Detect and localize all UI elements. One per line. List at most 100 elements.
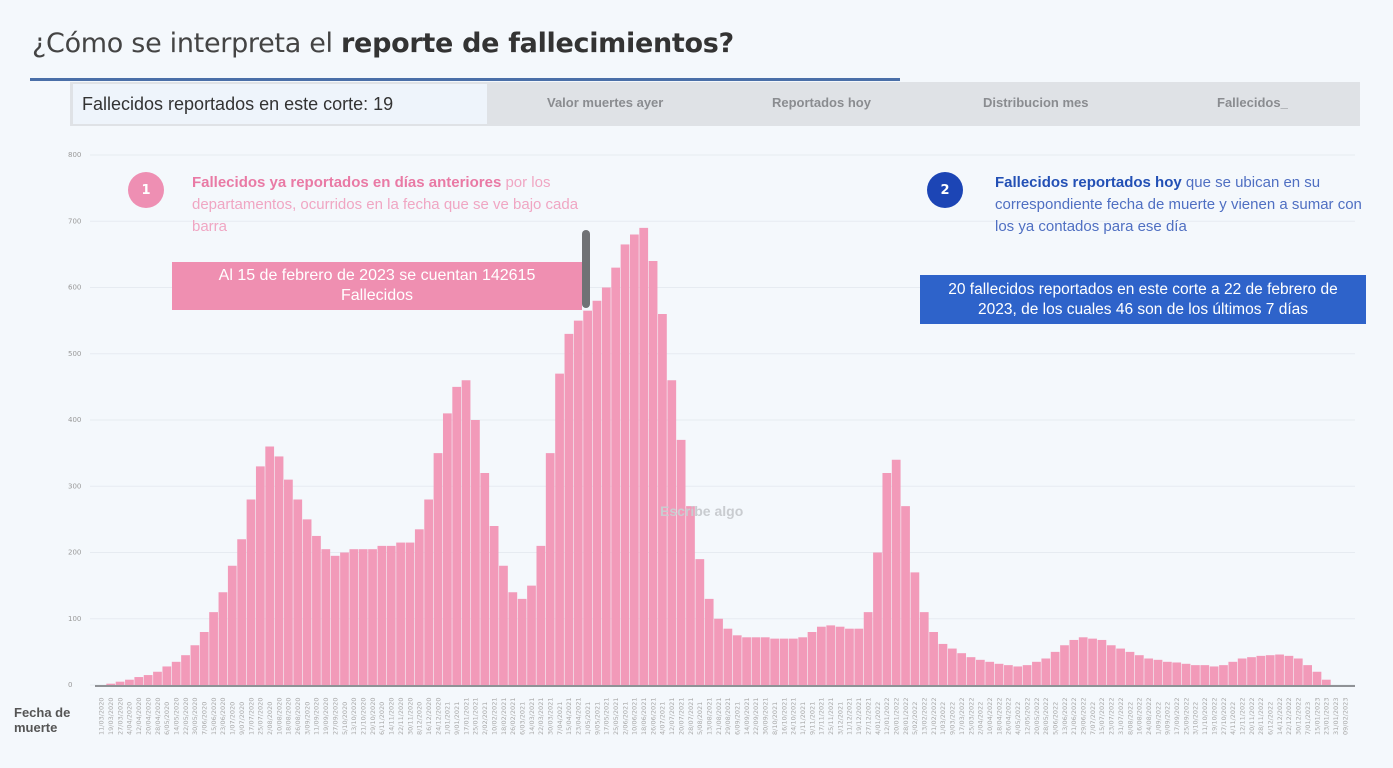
bar [265,446,275,685]
tab-distribucion-mes[interactable]: Distribucion mes [983,95,1089,110]
bar [573,320,583,685]
x-tick-label: 1/01/2021 [444,702,452,735]
y-tick-label: 800 [68,151,81,159]
bar [1200,665,1210,685]
x-tick-label: 8/10/2021 [771,702,779,735]
bar [1088,638,1097,685]
bar [489,526,499,685]
tab-fallecidos-corte[interactable]: Fallecidos reportados en este corte: 19 [73,84,487,124]
bar [667,380,677,685]
y-tick-label: 0 [68,681,72,689]
bar [1022,665,1032,685]
x-tick-label: 10/04/2022 [986,698,994,735]
bar [330,555,340,685]
drag-handle[interactable] [582,230,590,308]
bar [648,261,658,685]
x-tick-label: 5/06/2022 [1051,702,1059,735]
x-tick-label: 18/06/2021 [640,698,648,735]
bar [377,545,387,685]
x-tick-label: 4/04/2020 [126,702,134,735]
bar [966,657,976,685]
x-tick-label: 11/10/2022 [1201,698,1209,735]
x-tick-label: 1/05/2021 [584,702,592,735]
x-tick-label: 16/10/2021 [780,698,788,735]
annotation-2-rest: que se ubican en su correspondiente fech… [995,174,1362,235]
x-tick-label: 1/03/2022 [939,702,947,735]
bar [536,545,546,685]
x-tick-label: 1/09/2022 [1154,702,1162,735]
bar [517,598,527,685]
bar [1293,658,1303,685]
bar [1144,658,1154,685]
x-tick-label: 9/07/2020 [238,702,246,735]
x-tick-label: 8/12/2020 [416,702,424,735]
bar [564,333,574,685]
bar [1060,645,1069,685]
bar [1312,671,1322,685]
bar [358,549,368,685]
bar [499,565,508,685]
bar [396,542,405,685]
bar [368,549,377,685]
y-tick-label: 700 [68,217,81,225]
bar [817,626,826,685]
tab-fallecidos[interactable]: Fallecidos_ [1217,95,1288,110]
bar [302,519,312,685]
bar [508,592,518,685]
bar [704,598,714,685]
tab-reportados-hoy[interactable]: Reportados hoy [772,95,871,110]
x-tick-label: 13/02/2022 [921,698,929,735]
x-tick-label: 6/05/2020 [163,702,171,735]
x-tick-label: 20/01/2022 [892,698,900,735]
bar [143,675,153,685]
x-tick-label: 09/02/2023 [1341,698,1349,735]
x-tick-label: 19/12/2021 [855,698,863,735]
x-tick-label: 29/06/2022 [1080,698,1088,735]
x-tick-label: 17/03/2022 [958,698,966,735]
x-tick-label: 14/12/2022 [1276,698,1284,735]
bar [760,637,770,685]
annotation-1-badge: 1 [128,172,164,208]
y-tick-label: 200 [68,549,81,557]
bar [1284,655,1294,685]
y-tick-label: 500 [68,350,81,358]
title-light: ¿Cómo se interpreta el [32,28,342,59]
x-tick-label: 5/10/2020 [341,702,349,735]
x-tick-label: 30/12/2022 [1295,698,1303,735]
annotation-1-bold: Fallecidos ya reportados en días anterio… [192,174,502,191]
bar [246,499,256,685]
bar [1004,665,1013,685]
bar [1162,661,1172,685]
x-tick-label: 9/05/2021 [593,702,601,735]
x-tick-label: 30/09/2021 [762,698,770,735]
x-tick-label: 4/07/2021 [659,702,667,735]
x-tick-label: 20/11/2022 [1248,698,1256,735]
tab-valor-muertes-ayer[interactable]: Valor muertes ayer [547,95,664,110]
bar [312,535,321,685]
x-tick-label: 26/08/2020 [294,698,302,735]
bar [125,679,134,685]
x-tick-label: 25/03/2022 [967,698,975,735]
bar [1032,661,1041,685]
x-tick-label: 24/10/2021 [790,698,798,735]
x-tick-label: 3/12/2021 [836,702,844,735]
bar [686,506,695,685]
x-tick-label: 9/11/2021 [808,702,816,735]
x-tick-label: 14/05/2020 [172,698,180,735]
x-tick-label: 28/01/2022 [902,698,910,735]
bar [461,380,471,685]
bar [592,300,602,685]
y-tick-label: 100 [68,615,81,623]
bar [742,637,751,685]
bar [723,628,733,685]
x-tick-label: 30/11/2020 [406,698,414,735]
x-tick-label: 8/08/2022 [1126,702,1134,735]
x-tick-label: 28/04/2020 [154,698,162,735]
bar [826,625,836,685]
x-tick-label: 14/11/2020 [388,698,396,735]
text-input-placeholder[interactable]: Escribe algo [660,503,744,519]
x-tick-label: 2/08/2020 [266,702,274,735]
bar [882,473,892,685]
bar [1106,645,1116,685]
x-tick-label: 7/01/2023 [1304,702,1312,735]
